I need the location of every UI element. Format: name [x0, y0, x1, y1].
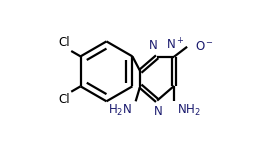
Text: NH$_2$: NH$_2$: [177, 103, 201, 118]
Text: O$^-$: O$^-$: [195, 40, 214, 53]
Text: N: N: [149, 39, 158, 52]
Text: H$_2$N: H$_2$N: [108, 103, 132, 118]
Text: Cl: Cl: [58, 93, 70, 106]
Text: Cl: Cl: [58, 36, 70, 49]
Text: N: N: [154, 105, 163, 118]
Text: N$^+$: N$^+$: [166, 37, 185, 52]
